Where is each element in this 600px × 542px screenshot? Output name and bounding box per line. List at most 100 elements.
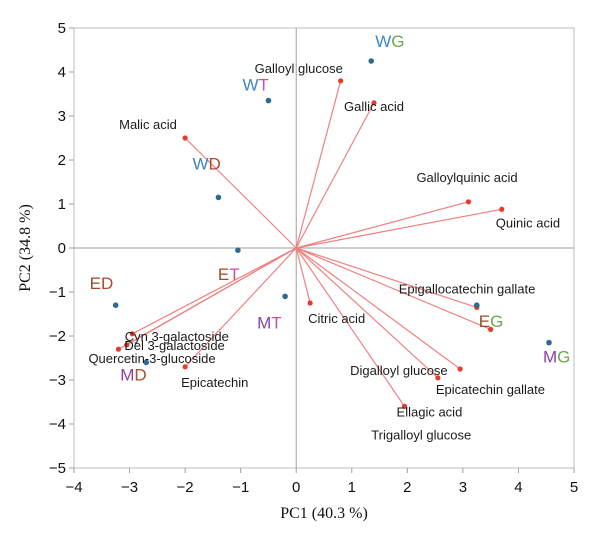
x-tick-label: 0 bbox=[292, 479, 300, 496]
sample-label-prefix: E bbox=[90, 274, 101, 293]
loading-label: Del 3-galactoside bbox=[124, 338, 224, 353]
sample-label-suffix: D bbox=[134, 365, 146, 384]
sample-label-suffix: T bbox=[271, 313, 281, 332]
data-points bbox=[112, 58, 552, 409]
loading-line bbox=[296, 247, 477, 308]
sample-label: MG bbox=[543, 348, 570, 367]
loading-label: Cyn 3-galactoside bbox=[125, 329, 229, 344]
loading-point bbox=[499, 206, 505, 212]
loading-point bbox=[371, 100, 377, 106]
loading-point bbox=[457, 366, 463, 372]
sample-label: MD bbox=[120, 365, 146, 384]
sample-label: WG bbox=[375, 32, 404, 51]
sample-label-prefix: W bbox=[375, 32, 391, 51]
x-axis-title: PC1 (40.3 %) bbox=[280, 505, 368, 522]
sample-label: ET bbox=[218, 265, 240, 284]
sample-label-suffix: G bbox=[557, 348, 570, 367]
y-tick-label: 5 bbox=[58, 20, 66, 37]
loading-point bbox=[115, 346, 122, 352]
sample-label: EG bbox=[479, 312, 504, 331]
loading-point bbox=[465, 199, 472, 205]
sample-label-suffix: G bbox=[391, 32, 404, 51]
sample-label-prefix: M bbox=[257, 313, 271, 332]
loading-point bbox=[401, 403, 408, 409]
loading-label: Gallic acid bbox=[344, 99, 404, 114]
loading-label: Galloyl glucose bbox=[255, 61, 343, 76]
sample-label: WT bbox=[242, 76, 268, 95]
loading-line bbox=[295, 102, 375, 249]
loading-label: Malic acid bbox=[119, 117, 177, 132]
tick-labels: −4 −3 −2 −1 0 1 2 3 4 5 5 4 3 2 1 0 −1 −2 −3 −4 −5 bbox=[49, 20, 578, 496]
sample-point bbox=[143, 359, 150, 366]
sample-label-suffix: D bbox=[101, 274, 113, 293]
y-tick-label: 2 bbox=[58, 152, 66, 169]
sample-point bbox=[473, 302, 480, 309]
sample-point bbox=[215, 194, 222, 201]
sample-label-prefix: W bbox=[242, 76, 258, 95]
x-tick-label: −4 bbox=[65, 479, 82, 496]
x-tick-label: −3 bbox=[121, 479, 138, 496]
loading-line bbox=[184, 247, 297, 368]
loading-point bbox=[129, 331, 135, 337]
sample-label: WD bbox=[192, 154, 220, 173]
x-tick-label: 3 bbox=[459, 479, 467, 496]
loading-point bbox=[435, 375, 441, 381]
sample-point bbox=[368, 58, 375, 64]
x-tick-label: −2 bbox=[177, 479, 194, 496]
loading-line bbox=[295, 247, 406, 407]
sample-label: MT bbox=[257, 313, 282, 332]
x-tick-label: −1 bbox=[232, 479, 249, 496]
loading-line bbox=[295, 247, 311, 304]
loading-point bbox=[182, 364, 188, 370]
loading-point bbox=[488, 326, 494, 332]
x-tick-label: 1 bbox=[348, 479, 356, 496]
loading-lines bbox=[118, 80, 502, 407]
y-tick-label: −4 bbox=[49, 416, 66, 433]
sample-point bbox=[235, 247, 241, 253]
y-tick-label: −3 bbox=[49, 372, 66, 389]
data-labels: Galloyl glucose Gallic acid Malic acid Gall… bbox=[88, 32, 570, 442]
loading-label: Citric acid bbox=[308, 311, 365, 326]
sample-label-prefix: E bbox=[218, 265, 229, 284]
loading-label: Epigallocatechin gallate bbox=[399, 281, 536, 296]
loading-label: Digalloyl glucose bbox=[350, 363, 448, 378]
sample-label: ED bbox=[90, 274, 114, 293]
sample-label-suffix: D bbox=[208, 154, 220, 173]
loading-label: Quinic acid bbox=[496, 215, 560, 230]
sample-label-prefix: M bbox=[120, 365, 134, 384]
sample-label-prefix: M bbox=[543, 348, 557, 367]
sample-label-prefix: E bbox=[479, 312, 490, 331]
loading-line bbox=[296, 208, 502, 249]
loading-line bbox=[295, 80, 342, 249]
y-tick-label: 4 bbox=[58, 64, 66, 81]
loading-line bbox=[296, 201, 469, 249]
sample-point bbox=[112, 302, 119, 309]
loading-label: Epicatechin bbox=[181, 375, 248, 390]
loading-line bbox=[295, 247, 491, 330]
y-tick-label: −2 bbox=[49, 328, 66, 345]
sample-label-suffix: T bbox=[258, 76, 268, 95]
y-tick-label: 3 bbox=[58, 108, 66, 125]
loading-label: Trigalloyl glucose bbox=[371, 427, 471, 442]
loading-label: Epicatechin gallate bbox=[436, 382, 545, 397]
loading-point bbox=[338, 78, 344, 84]
loading-label: Ellagic acid bbox=[397, 404, 463, 419]
y-tick-label: −1 bbox=[49, 284, 66, 301]
loading-label: Galloylquinic acid bbox=[416, 170, 517, 185]
loading-line bbox=[132, 247, 297, 335]
y-tick-label: 1 bbox=[58, 196, 66, 213]
sample-point bbox=[265, 97, 272, 104]
loading-line bbox=[184, 137, 297, 249]
sample-label-suffix: G bbox=[490, 312, 503, 331]
axes bbox=[69, 27, 575, 473]
loading-line bbox=[295, 247, 439, 379]
x-tick-label: 2 bbox=[403, 479, 411, 496]
loading-label: Quercetin-3-glucoside bbox=[88, 351, 215, 366]
loading-line bbox=[295, 247, 461, 370]
y-tick-label: −5 bbox=[49, 460, 66, 477]
sample-label-prefix: W bbox=[192, 154, 208, 173]
y-axis-title: PC2 (34.8 %) bbox=[17, 204, 34, 292]
y-tick-label: 0 bbox=[58, 240, 66, 257]
x-tick-label: 4 bbox=[514, 479, 522, 496]
